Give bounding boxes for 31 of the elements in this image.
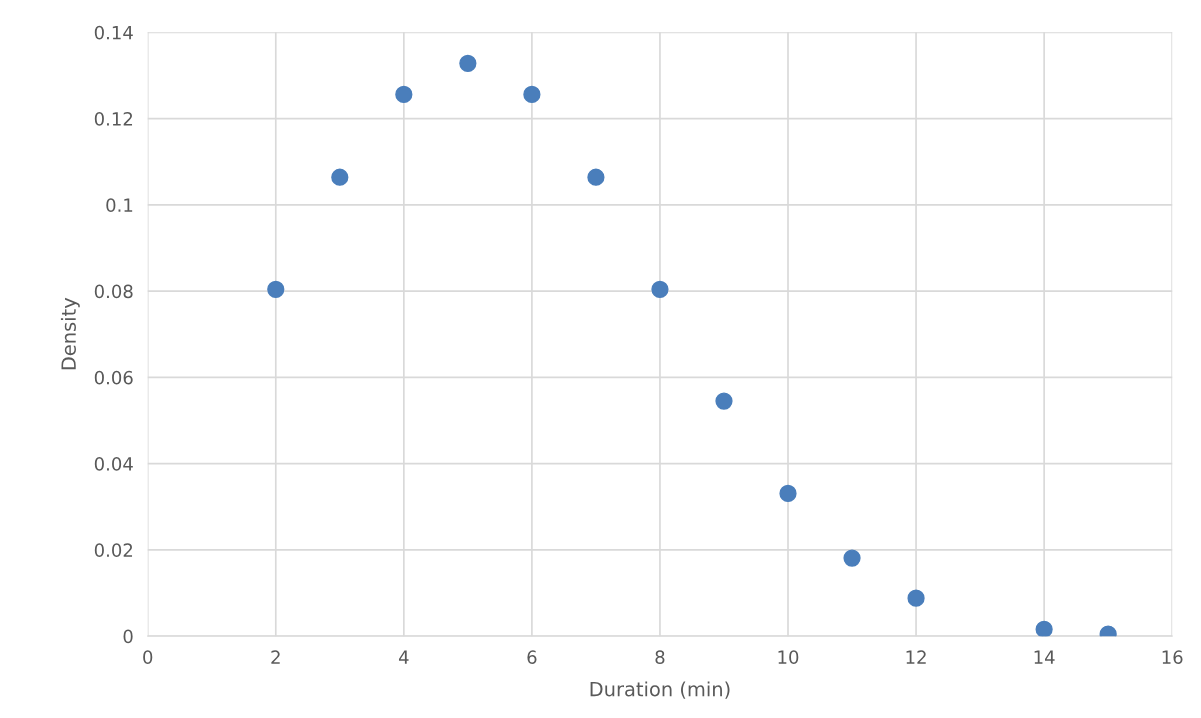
x-tick-label: 2 bbox=[271, 650, 280, 664]
x-tick-label: 14 bbox=[1034, 650, 1055, 664]
point bbox=[651, 280, 669, 298]
y-tick-label: 0.1 bbox=[106, 198, 133, 212]
point bbox=[843, 549, 861, 567]
y-tick-label: 0.04 bbox=[94, 457, 133, 471]
point bbox=[523, 85, 541, 104]
y-tick-label: 0.14 bbox=[94, 25, 133, 40]
point bbox=[587, 168, 605, 186]
y-tick-label: 0.08 bbox=[94, 284, 133, 299]
point bbox=[267, 280, 285, 298]
x-tick-label: 10 bbox=[778, 650, 799, 665]
x-tick-label: 8 bbox=[655, 650, 665, 665]
y-tick-label: 0.12 bbox=[94, 112, 133, 126]
point bbox=[779, 484, 797, 502]
y-axis-title: Density bbox=[60, 297, 80, 370]
y-tick-label: 0.06 bbox=[94, 370, 133, 385]
x-tick-label: 0 bbox=[143, 650, 153, 665]
point bbox=[1035, 620, 1053, 637]
x-tick-label: 12 bbox=[906, 650, 926, 664]
y-tick-label: 0 bbox=[123, 629, 133, 644]
x-axis-title: Duration (min) bbox=[590, 681, 730, 699]
x-tick-label: 4 bbox=[398, 650, 409, 664]
point bbox=[907, 589, 925, 607]
point bbox=[395, 85, 413, 104]
x-tick-label: 16 bbox=[1162, 650, 1183, 665]
point bbox=[715, 392, 733, 410]
point bbox=[331, 168, 349, 186]
point bbox=[459, 54, 477, 72]
y-tick-label: 0.02 bbox=[94, 543, 133, 557]
x-tick-label: 6 bbox=[527, 650, 537, 665]
